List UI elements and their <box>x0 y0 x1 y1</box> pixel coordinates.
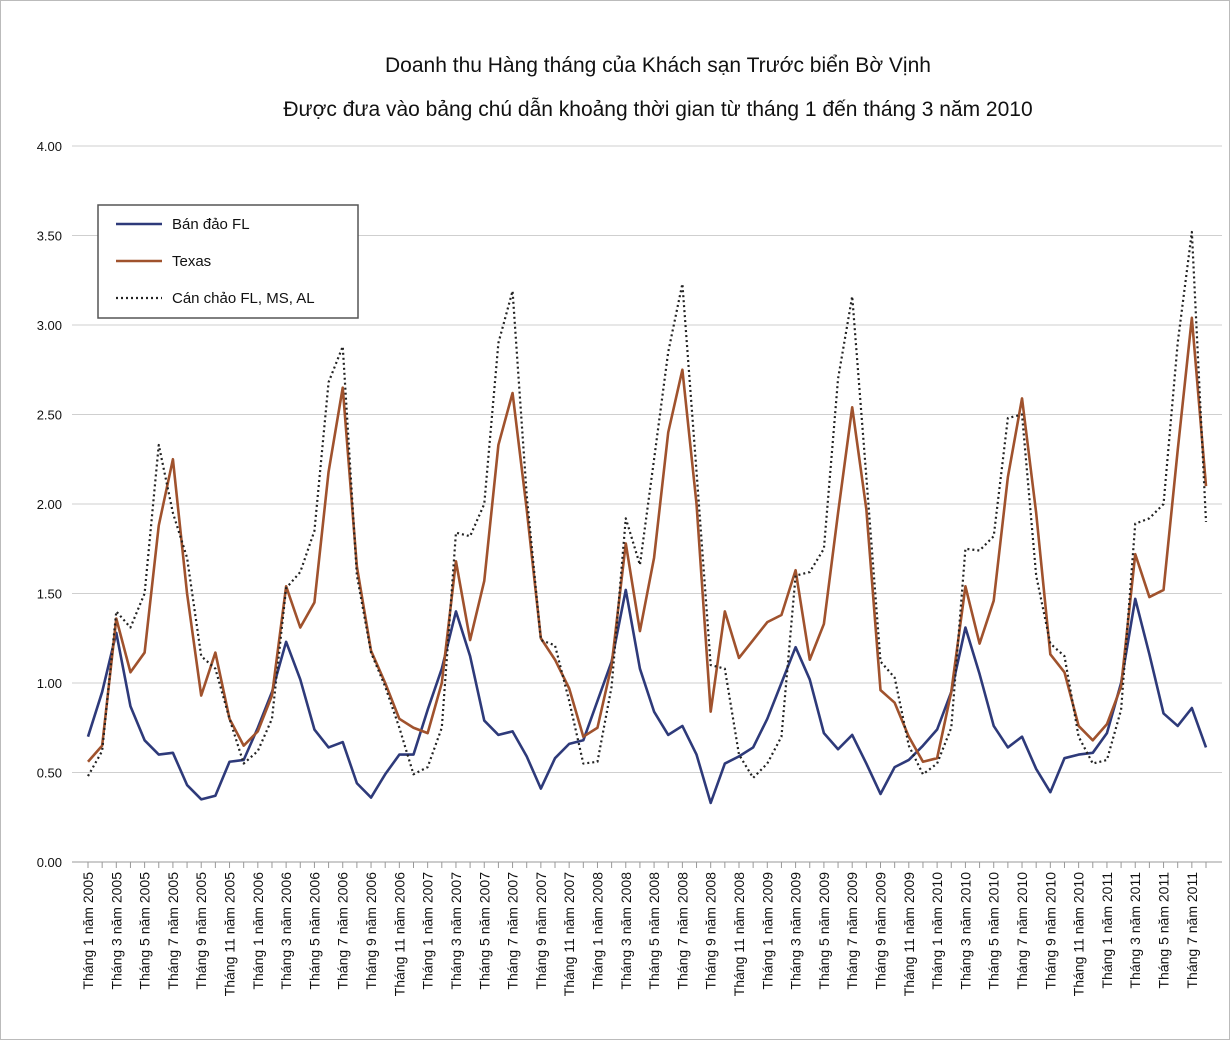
x-tick-label: Tháng 11 năm 2009 <box>901 872 917 996</box>
legend-label: Texas <box>172 253 211 270</box>
y-tick-label: 0.50 <box>37 766 62 781</box>
y-tick-label: 4.00 <box>37 139 62 154</box>
x-tick-label: Tháng 1 năm 2008 <box>589 872 605 990</box>
x-tick-label: Tháng 1 năm 2010 <box>929 872 945 990</box>
x-tick-label: Tháng 3 năm 2005 <box>108 872 124 990</box>
x-tick-label: Tháng 5 năm 2005 <box>137 872 153 990</box>
x-tick-label: Tháng 3 năm 2011 <box>1127 872 1143 989</box>
x-tick-label: Tháng 9 năm 2010 <box>1042 872 1058 990</box>
x-tick-label: Tháng 7 năm 2008 <box>674 872 690 990</box>
x-tick-label: Tháng 1 năm 2011 <box>1099 872 1115 989</box>
y-tick-label: 1.00 <box>37 676 62 691</box>
x-tick-label: Tháng 11 năm 2007 <box>561 872 577 996</box>
y-tick-label: 1.50 <box>37 587 62 602</box>
x-tick-label: Tháng 9 năm 2005 <box>193 872 209 990</box>
x-tick-label: Tháng 9 năm 2006 <box>363 872 379 990</box>
x-tick-label: Tháng 1 năm 2007 <box>420 872 436 990</box>
x-tick-label: Tháng 11 năm 2006 <box>391 872 407 996</box>
x-tick-label: Tháng 9 năm 2009 <box>873 872 889 990</box>
series-line <box>87 230 1208 779</box>
x-tick-label: Tháng 11 năm 2008 <box>731 872 747 996</box>
x-tick-label: Tháng 5 năm 2006 <box>306 872 322 990</box>
x-tick-label: Tháng 3 năm 2007 <box>448 872 464 990</box>
y-tick-label: 3.00 <box>37 318 62 333</box>
x-tick-label: Tháng 3 năm 2006 <box>278 872 294 990</box>
x-tick-label: Tháng 5 năm 2011 <box>1156 872 1172 989</box>
legend-label: Bán đảo FL <box>172 216 250 233</box>
y-tick-label: 2.50 <box>37 408 62 423</box>
x-tick-label: Tháng 7 năm 2007 <box>505 872 521 990</box>
x-tick-label: Tháng 7 năm 2011 <box>1184 872 1200 989</box>
legend-label: Cán chảo FL, MS, AL <box>172 290 315 307</box>
x-tick-label: Tháng 11 năm 2010 <box>1071 872 1087 996</box>
x-tick-label: Tháng 11 năm 2005 <box>222 872 238 996</box>
x-tick-label: Tháng 3 năm 2009 <box>788 872 804 990</box>
x-tick-label: Tháng 9 năm 2008 <box>703 872 719 990</box>
x-tick-label: Tháng 5 năm 2009 <box>816 872 832 990</box>
x-tick-label: Tháng 7 năm 2010 <box>1014 872 1030 990</box>
x-tick-label: Tháng 1 năm 2005 <box>80 872 96 990</box>
x-tick-label: Tháng 5 năm 2007 <box>476 872 492 990</box>
series-line <box>87 316 1208 764</box>
y-tick-label: 2.00 <box>37 497 62 512</box>
y-tick-label: 0.00 <box>37 855 62 870</box>
x-tick-label: Tháng 5 năm 2008 <box>646 872 662 990</box>
x-tick-label: Tháng 3 năm 2010 <box>957 872 973 990</box>
x-tick-label: Tháng 9 năm 2007 <box>533 872 549 990</box>
x-tick-label: Tháng 7 năm 2005 <box>165 872 181 990</box>
chart-subtitle: Được đưa vào bảng chú dẫn khoảng thời gi… <box>283 98 1032 121</box>
x-tick-label: Tháng 1 năm 2009 <box>759 872 775 990</box>
x-tick-label: Tháng 3 năm 2008 <box>618 872 634 990</box>
x-tick-label: Tháng 7 năm 2009 <box>844 872 860 990</box>
x-tick-label: Tháng 5 năm 2010 <box>986 872 1002 990</box>
x-tick-label: Tháng 7 năm 2006 <box>335 872 351 990</box>
chart-title: Doanh thu Hàng tháng của Khách sạn Trước… <box>385 54 931 77</box>
y-tick-label: 3.50 <box>37 229 62 244</box>
x-tick-label: Tháng 1 năm 2006 <box>250 872 266 990</box>
